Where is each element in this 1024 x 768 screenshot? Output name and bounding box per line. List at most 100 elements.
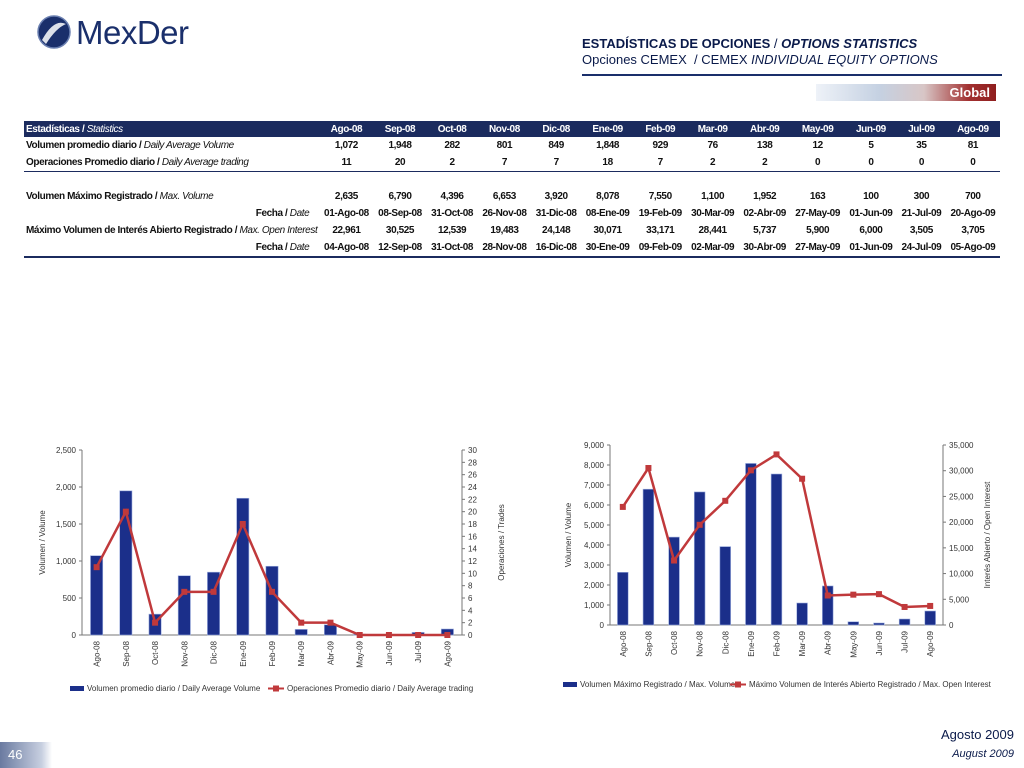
bar bbox=[796, 602, 808, 626]
table-cell: 8,078 bbox=[596, 191, 620, 202]
left-tick-label: 9,000 bbox=[584, 441, 605, 450]
right-axis-title: Operaciones / Trades bbox=[497, 504, 506, 580]
header-label-en: Statistics bbox=[86, 123, 123, 135]
left-tick-label: 7,000 bbox=[584, 481, 605, 490]
line-point bbox=[850, 591, 857, 598]
month-header: Abr-09 bbox=[738, 121, 791, 137]
table-cell: 08-Sep-08 bbox=[378, 208, 422, 219]
category-label: Sep-08 bbox=[122, 640, 131, 666]
table-cell: 09-Feb-09 bbox=[634, 239, 687, 258]
table-cell: 700 bbox=[965, 191, 981, 202]
table-row: Operaciones Promedio diario / Daily Aver… bbox=[24, 154, 1000, 172]
line-point bbox=[444, 632, 451, 638]
right-tick-label: 4 bbox=[468, 606, 473, 615]
right-tick-label: 10 bbox=[468, 569, 477, 578]
table-cell: 3,505 bbox=[909, 225, 933, 236]
table-cell: 2 bbox=[762, 157, 768, 168]
subtitle-en-plain: CEMEX bbox=[701, 52, 748, 67]
category-label: Oct-08 bbox=[670, 630, 679, 655]
table-cell: 6,000 bbox=[859, 225, 883, 236]
line-point bbox=[722, 497, 729, 504]
category-label: May-09 bbox=[356, 640, 365, 667]
max-volume-chart: 0 1,000 2,000 3,000 4,000 5,000 6,000 7,000 8,00… bbox=[563, 441, 992, 689]
line-point bbox=[93, 564, 100, 571]
row-label-es: Fecha / bbox=[255, 208, 288, 219]
left-tick-label: 1,000 bbox=[584, 601, 605, 610]
table-cell: 2 bbox=[710, 157, 716, 168]
left-tick-label: 1,500 bbox=[56, 520, 77, 529]
table-cell: 0 bbox=[918, 157, 925, 168]
line-point bbox=[927, 602, 934, 609]
category-label: Jul-09 bbox=[901, 630, 910, 652]
line-point bbox=[875, 591, 882, 598]
table-cell: 7,550 bbox=[648, 191, 672, 202]
legend-bar-label: Volumen Máximo Registrado / Max. Volume bbox=[580, 680, 736, 689]
bar bbox=[236, 497, 250, 636]
row-label: Operaciones Promedio diario / Daily Aver… bbox=[24, 154, 319, 172]
table-cell: 6,653 bbox=[492, 191, 516, 202]
row-label: Volumen Máximo Registrado / Max. Volume bbox=[24, 188, 319, 205]
mexder-logo: MexDer bbox=[36, 10, 196, 54]
bar bbox=[207, 571, 220, 636]
table-cell: 138 bbox=[756, 140, 773, 151]
line-point bbox=[415, 632, 422, 638]
table-cell: 31-Dic-08 bbox=[535, 208, 577, 219]
table-cell: 30-Mar-09 bbox=[691, 208, 735, 219]
right-tick-label: 5,000 bbox=[949, 595, 970, 604]
row-label-en: Daily Average Volume bbox=[143, 140, 234, 151]
left-tick-label: 2,500 bbox=[56, 446, 77, 455]
left-tick-label: 0 bbox=[600, 621, 605, 630]
table-cell: 30-Abr-09 bbox=[738, 239, 791, 258]
table-cell: 19,483 bbox=[490, 225, 519, 236]
line-point bbox=[799, 475, 806, 482]
table-cell: 2 bbox=[449, 157, 455, 168]
statistics-table: Estadísticas / Statistics Ago-08 Sep-08 Oc… bbox=[24, 121, 1000, 258]
right-tick-label: 15,000 bbox=[949, 544, 974, 553]
bar bbox=[668, 536, 680, 626]
table-cell: 01-Jun-09 bbox=[849, 208, 893, 219]
row-label-en: Max. Open Interest bbox=[239, 225, 318, 236]
subtitle-separator: / bbox=[694, 52, 698, 67]
category-label: Mar-09 bbox=[297, 640, 306, 666]
table-cell: 20-Ago-09 bbox=[950, 208, 996, 219]
table-cell: 24-Jul-09 bbox=[897, 239, 946, 258]
right-tick-label: 35,000 bbox=[949, 441, 974, 450]
row-label-en: Daily Average trading bbox=[161, 157, 249, 168]
table-cell: 929 bbox=[652, 140, 669, 151]
row-label: Volumen promedio diario / Daily Average … bbox=[24, 137, 319, 154]
month-header: May-09 bbox=[790, 121, 845, 137]
line-point bbox=[152, 619, 159, 626]
table-cell: 7 bbox=[553, 157, 560, 168]
line-point bbox=[696, 521, 703, 528]
row-label-en: Date bbox=[289, 242, 310, 253]
line-point bbox=[239, 521, 246, 527]
table-cell: 5 bbox=[868, 140, 874, 151]
category-label: Jul-09 bbox=[414, 640, 423, 662]
row-label-es: Máximo Volumen de Interés Abierto Regist… bbox=[26, 225, 238, 236]
table-cell: 0 bbox=[970, 157, 976, 168]
category-label: Nov-08 bbox=[696, 630, 705, 656]
right-tick-label: 24 bbox=[468, 483, 477, 492]
table-cell: 22,961 bbox=[332, 225, 361, 236]
table-cell: 300 bbox=[913, 191, 930, 202]
table-cell: 20 bbox=[394, 157, 406, 168]
category-label: Sep-08 bbox=[644, 630, 653, 656]
page-subtitle: Opciones CEMEX / CEMEX INDIVIDUAL EQUITY… bbox=[582, 52, 1002, 67]
category-label: Nov-08 bbox=[180, 640, 189, 666]
title-separator: / bbox=[773, 36, 778, 51]
table-cell: 1,100 bbox=[701, 191, 725, 202]
category-label: Dic-08 bbox=[210, 640, 219, 664]
month-header: Jun-09 bbox=[844, 121, 898, 137]
category-label: Abr-09 bbox=[326, 640, 335, 665]
left-tick-label: 3,000 bbox=[584, 561, 605, 570]
subtitle-es: Opciones CEMEX bbox=[582, 52, 687, 67]
table-cell: 31-Oct-08 bbox=[431, 208, 474, 219]
daily-average-chart: 05001,0001,5002,0002,5000246810121416182… bbox=[38, 446, 506, 693]
month-header: Feb-09 bbox=[634, 121, 687, 137]
table-cell: 163 bbox=[809, 191, 826, 202]
left-tick-label: 0 bbox=[72, 631, 77, 640]
title-en: OPTIONS STATISTICS bbox=[781, 36, 918, 51]
line-point bbox=[210, 588, 217, 595]
table-cell: 21-Jul-09 bbox=[901, 208, 942, 219]
table-cell: 16-Dic-08 bbox=[531, 239, 582, 258]
